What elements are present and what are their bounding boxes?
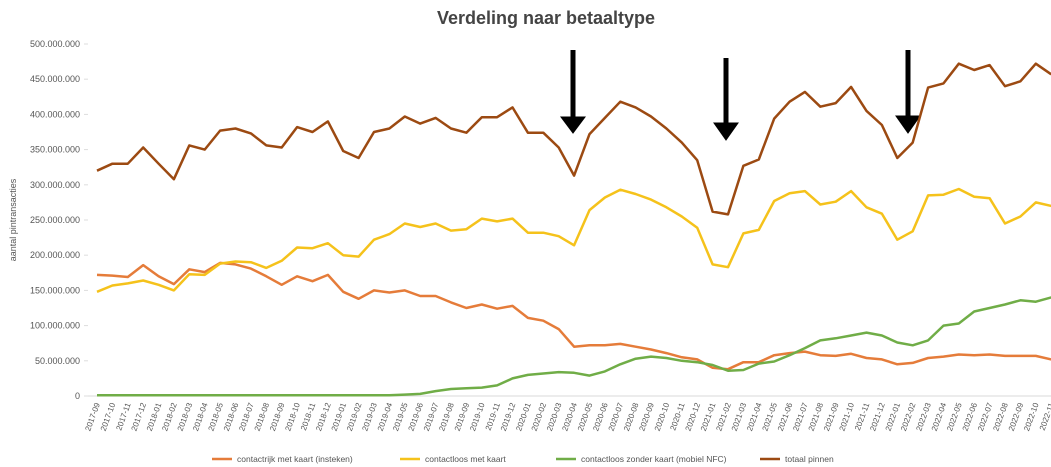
series-line — [96, 62, 1051, 216]
arrow-head — [895, 115, 921, 134]
y-tick-label: 400.000.000 — [30, 109, 80, 119]
y-tick-label: 150.000.000 — [30, 285, 80, 295]
legend-label: contactloos met kaart — [425, 454, 506, 464]
legend-label: totaal pinnen — [785, 454, 834, 464]
y-tick-label: 250.000.000 — [30, 215, 80, 225]
series-line — [97, 296, 1051, 397]
y-tick-label: 350.000.000 — [30, 145, 80, 155]
y-axis-label: aantal pintransacties — [8, 178, 18, 261]
y-tick-label: 500.000.000 — [30, 39, 80, 49]
arrow-head — [713, 122, 739, 141]
legend-label: contactrijk met kaart (insteken) — [237, 454, 353, 464]
arrows — [560, 50, 921, 141]
y-tick-label: 200.000.000 — [30, 250, 80, 260]
series-line — [96, 261, 1051, 371]
y-tick-label: 0 — [75, 391, 80, 401]
series-line — [96, 187, 1051, 293]
y-tick-label: 300.000.000 — [30, 180, 80, 190]
arrow-head — [560, 116, 586, 134]
y-tick-label: 450.000.000 — [30, 74, 80, 84]
legend-label: contactloos zonder kaart (mobiel NFC) — [581, 454, 727, 464]
y-tick-label: 100.000.000 — [30, 321, 80, 331]
chart-title: Verdeling naar betaaltype — [437, 8, 655, 28]
y-tick-label: 50.000.000 — [35, 356, 80, 366]
